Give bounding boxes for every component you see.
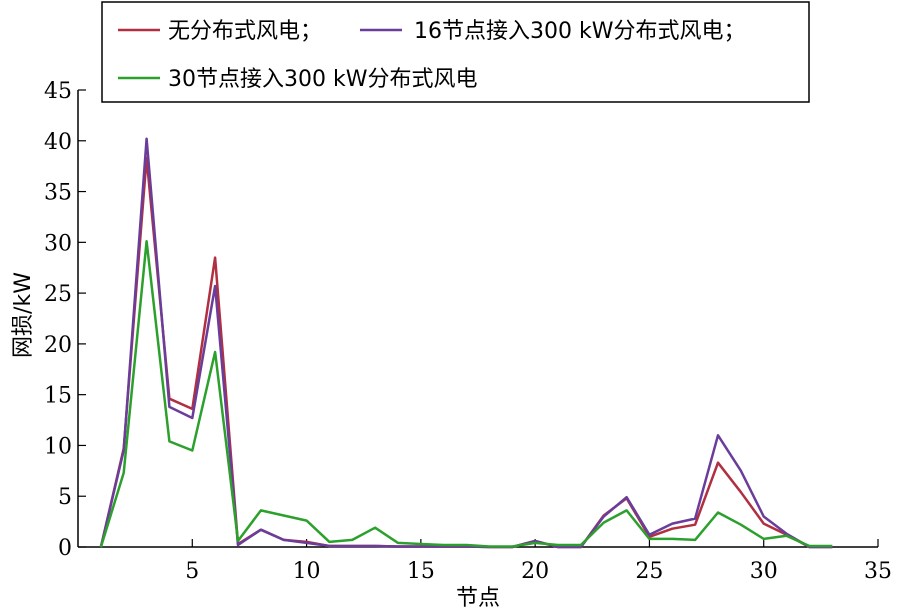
y-tick-label: 45	[44, 79, 72, 104]
x-tick-label: 25	[635, 559, 663, 584]
x-axis: 5 10 15 20 25 30 35	[185, 539, 892, 584]
x-tick-label: 30	[750, 559, 778, 584]
x-tick-label: 20	[521, 559, 549, 584]
x-tick-label: 15	[407, 559, 435, 584]
series-line-1	[99, 156, 833, 549]
series-line-3	[99, 240, 833, 548]
y-tick-label: 10	[44, 434, 72, 459]
legend: 无分布式风电； 16节点接入300 kW分布式风电； 30节点接入300 kW分…	[101, 1, 810, 103]
y-tick-label: 40	[44, 130, 72, 155]
legend-label-series-3: 30节点接入300 kW分布式风电	[168, 67, 477, 92]
y-tick-label: 35	[44, 181, 72, 206]
x-tick-label: 10	[293, 559, 321, 584]
legend-label-series-1: 无分布式风电；	[168, 19, 322, 44]
x-axis-title: 节点	[456, 586, 500, 611]
legend-label-series-2: 16节点接入300 kW分布式风电；	[414, 19, 745, 44]
legend-box	[101, 1, 810, 103]
x-tick-label: 35	[864, 559, 892, 584]
series-layer	[99, 137, 833, 549]
y-tick-label: 0	[58, 536, 72, 561]
y-axis: 0 5 10 15 20 25 30 35 40 45	[44, 79, 86, 561]
series-line-2	[99, 137, 833, 549]
y-axis-title: 网损/kW	[11, 272, 36, 358]
y-tick-label: 20	[44, 333, 72, 358]
y-tick-label: 5	[58, 485, 72, 510]
y-tick-label: 30	[44, 231, 72, 256]
y-tick-label: 15	[44, 384, 72, 409]
plot-frame	[77, 90, 878, 548]
x-tick-label: 5	[185, 559, 199, 584]
y-tick-label: 25	[44, 282, 72, 307]
